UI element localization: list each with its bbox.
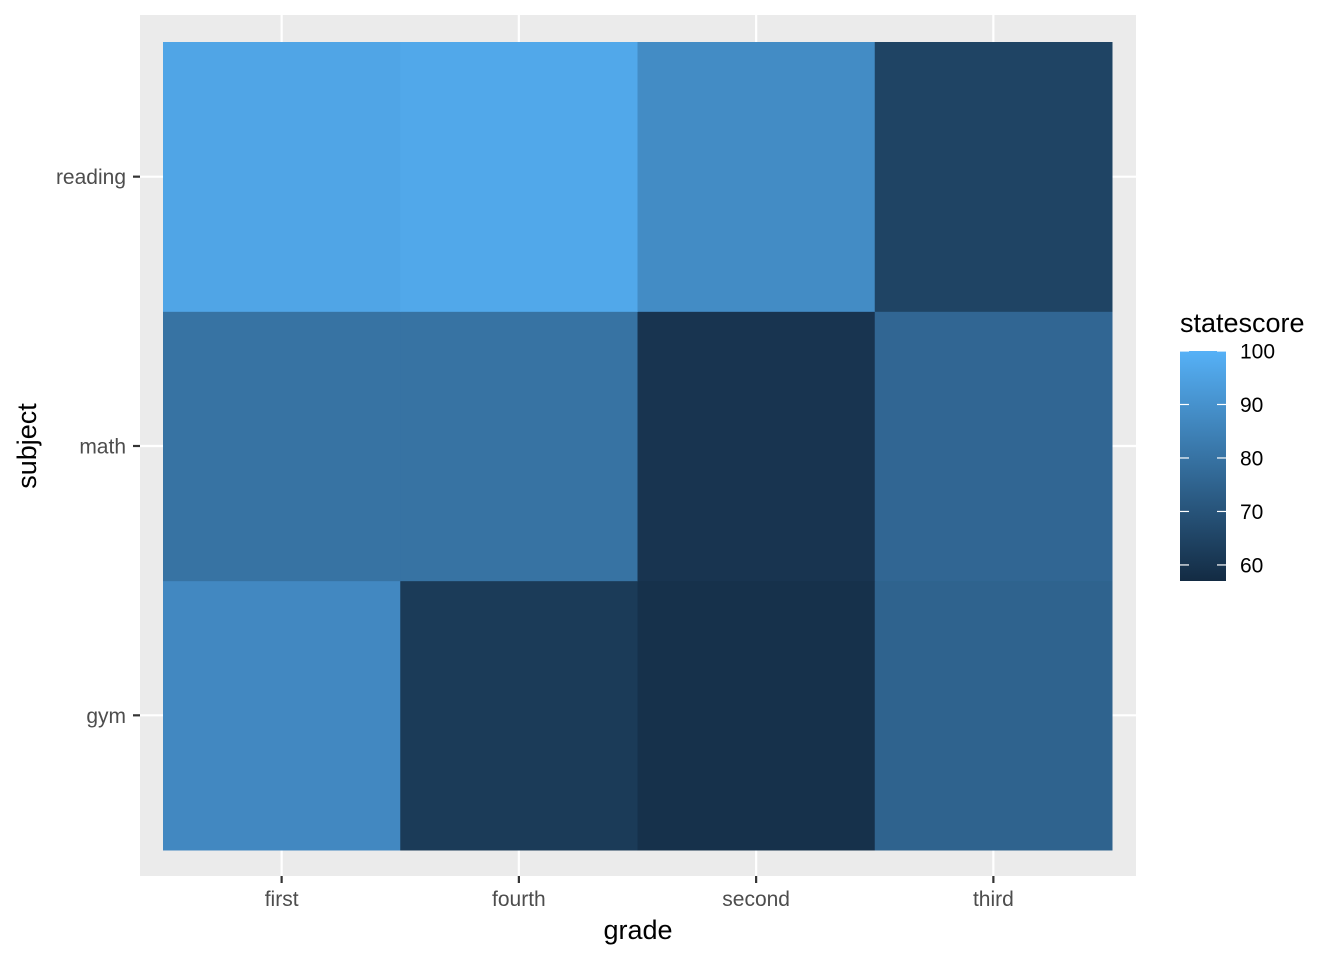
heatmap-tile-reading-fourth [400,42,638,312]
x-axis-title: grade [603,915,672,945]
heatmap-tile-gym-second [637,580,876,851]
heatmap-tile-gym-third [874,580,1113,851]
heatmap-tile-reading-first [163,42,401,312]
heatmap-tiles [163,42,1113,851]
y-tick-label: gym [86,705,126,728]
y-axis-title: subject [12,403,42,489]
heatmap-tile-reading-second [637,42,876,312]
y-tick-label: math [79,435,126,458]
legend-title: statescore [1180,308,1305,338]
heatmap-tile-gym-first [163,580,401,851]
y-axis: gym math reading [56,166,140,728]
legend-colorbar [1180,351,1226,581]
legend-ticks: 60 70 80 90 100 [1180,341,1275,577]
heatmap-tile-gym-fourth [400,580,638,851]
x-axis: first fourth second third [265,876,1014,911]
heatmap-tile-math-fourth [400,311,638,582]
legend-tick-label: 90 [1240,394,1263,417]
legend-tick-label: 80 [1240,447,1263,470]
x-tick-label: second [722,888,790,911]
x-tick-label: third [973,888,1014,911]
x-tick-label: fourth [492,888,546,911]
legend-tick-label: 60 [1240,554,1263,577]
heatmap-tile-math-second [637,311,876,582]
x-tick-label: first [265,888,299,911]
color-legend: statescore 60 70 80 90 100 [1180,308,1305,581]
y-tick-label: reading [56,166,126,189]
heatmap-tile-math-third [874,311,1113,582]
legend-tick-label: 100 [1240,341,1275,364]
legend-tick-label: 70 [1240,501,1263,524]
heatmap-tile-reading-third [874,42,1113,312]
heatmap-tile-math-first [163,311,401,582]
